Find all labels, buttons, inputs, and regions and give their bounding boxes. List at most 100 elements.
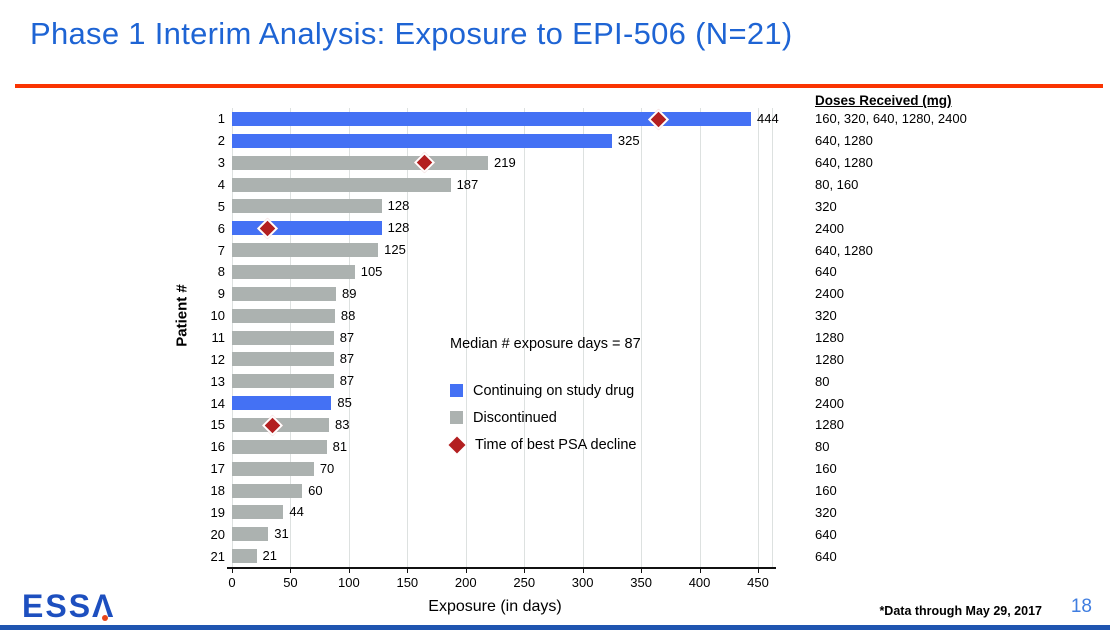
x-axis-title: Exposure (in days) <box>428 598 562 615</box>
bar-value-label: 87 <box>339 373 355 389</box>
bar-patient-9 <box>232 286 337 301</box>
bar-patient-14 <box>232 396 332 411</box>
legend-swatch-discontinued <box>450 411 463 424</box>
bar-patient-16 <box>232 439 327 454</box>
bar-value-label: 88 <box>340 307 356 323</box>
bar-patient-10 <box>232 308 335 323</box>
dose-row: 640, 1280 <box>815 242 873 258</box>
bar-patient-21 <box>232 549 257 564</box>
dose-row: 1280 <box>815 351 844 367</box>
x-tick-mark <box>758 569 759 573</box>
y-axis-tick-label: 4 <box>217 176 225 192</box>
x-tick-label: 450 <box>747 575 769 590</box>
bar-value-label: 87 <box>339 329 355 345</box>
y-axis-tick-label: 10 <box>210 308 225 324</box>
bar-value-label: 187 <box>456 176 479 192</box>
dose-row: 320 <box>815 504 837 520</box>
dose-row: 80, 160 <box>815 176 859 192</box>
x-axis-line <box>227 567 776 569</box>
x-tick-label: 250 <box>513 575 536 590</box>
x-tick-mark <box>699 569 701 573</box>
x-tick-mark <box>407 569 409 573</box>
gridline <box>348 108 350 567</box>
dose-row: 80 <box>815 373 830 389</box>
dose-row: 2400 <box>815 220 844 236</box>
legend-diamond-icon <box>448 436 466 453</box>
doses-column: 160, 320, 640, 1280, 2400 640, 1280 640, 1… <box>815 108 1105 567</box>
bar-value-label: 85 <box>337 395 352 411</box>
x-tick-mark <box>524 569 526 573</box>
legend-label: Continuing on study drug <box>473 382 635 399</box>
legend-item-discontinued: Discontinued <box>450 404 636 431</box>
data-footnote: *Data through May 29, 2017 <box>879 604 1042 618</box>
footer-accent-bar <box>0 625 1110 630</box>
x-tick-label: 300 <box>571 575 594 590</box>
legend-item-continuing: Continuing on study drug <box>450 377 636 404</box>
legend-item-psa-decline: Time of best PSA decline <box>448 431 636 458</box>
bar-patient-11 <box>232 330 334 345</box>
y-axis-tick-label: 1 <box>217 111 225 127</box>
bar-value-label: 60 <box>308 482 323 498</box>
y-axis-tick-label: 5 <box>217 198 225 214</box>
median-annotation: Median # exposure days = 87 <box>450 336 641 352</box>
y-axis-tick-labels: 1 2 3 4 5 6 7 8 9 10 11 12 13 14 15 16 17 18 19 20 21 <box>193 108 225 567</box>
y-axis-tick-label: 8 <box>217 264 225 280</box>
bar-patient-2 <box>232 133 612 148</box>
x-tick-label: 150 <box>396 575 419 590</box>
bar-patient-6 <box>232 221 382 236</box>
bar-value-label: 125 <box>384 242 406 258</box>
y-axis-tick-label: 11 <box>211 329 226 345</box>
page-number: 18 <box>1070 596 1092 617</box>
bar-value-label: 219 <box>493 154 516 170</box>
bar-value-label: 89 <box>342 285 357 301</box>
bar-value-label: 87 <box>339 351 355 367</box>
gridline <box>772 108 773 567</box>
dose-row: 2400 <box>815 395 844 411</box>
dose-row: 640, 1280 <box>815 155 873 171</box>
title-divider <box>15 84 1103 88</box>
dose-row: 160 <box>815 482 837 498</box>
bar-patient-8 <box>232 265 355 279</box>
bar-patient-18 <box>232 483 303 498</box>
gridline <box>407 108 409 567</box>
y-axis-tick-label: 6 <box>217 220 225 236</box>
dose-row: 160 <box>815 461 837 477</box>
dose-row: 1280 <box>815 417 844 433</box>
bar-value-label: 128 <box>387 220 410 236</box>
y-axis-tick-label: 7 <box>217 242 225 258</box>
y-axis-title: Patient # <box>173 284 191 347</box>
bar-patient-7 <box>232 243 379 258</box>
bar-value-label: 444 <box>756 111 779 126</box>
bar-patient-17 <box>232 461 314 476</box>
dose-row: 640 <box>815 526 837 542</box>
y-axis-tick-label: 12 <box>210 351 225 367</box>
x-tick-mark <box>348 569 350 573</box>
y-axis-tick-label: 16 <box>210 439 225 455</box>
bar-value-label: 31 <box>274 526 289 542</box>
x-tick-mark <box>290 569 292 573</box>
bar-value-label: 70 <box>319 460 335 476</box>
bar-patient-5 <box>232 199 382 214</box>
y-axis-tick-label: 15 <box>210 417 225 433</box>
bar-patient-3 <box>232 155 488 170</box>
x-tick-mark <box>582 569 584 573</box>
dose-row: 320 <box>815 308 837 324</box>
gridline <box>699 108 701 567</box>
dose-row: 640 <box>815 548 837 564</box>
bar-value-label: 44 <box>289 504 304 520</box>
y-axis-tick-label: 14 <box>210 395 225 411</box>
y-axis-tick-label: 20 <box>210 526 225 542</box>
dose-row: 320 <box>815 198 837 214</box>
legend-label: Discontinued <box>473 409 557 426</box>
dose-row: 2400 <box>815 286 844 302</box>
x-tick-mark <box>232 569 233 573</box>
gridline <box>641 108 643 567</box>
gridline <box>758 108 759 567</box>
x-tick-label: 100 <box>338 575 360 590</box>
bar-value-label: 128 <box>387 198 410 214</box>
y-axis-tick-label: 13 <box>210 373 225 389</box>
y-axis-tick-label: 19 <box>210 504 225 520</box>
page-title: Phase 1 Interim Analysis: Exposure to EP… <box>30 16 793 51</box>
bar-patient-12 <box>232 352 334 367</box>
bar-patient-13 <box>232 374 334 389</box>
